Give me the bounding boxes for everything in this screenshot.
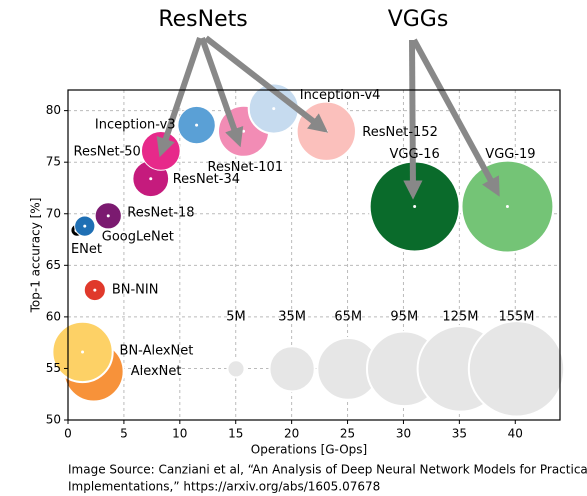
y-tick-label: 70 (46, 206, 61, 220)
x-tick-label: 40 (508, 427, 523, 441)
bubble-center (81, 350, 85, 354)
size-legend-bubble (467, 320, 566, 418)
size-legend-bubble (226, 359, 246, 379)
bubble-center (272, 107, 276, 111)
x-tick-label: 35 (452, 427, 467, 441)
bubble-center (505, 205, 509, 209)
size-legend-label: 125M (442, 310, 478, 325)
point-label: VGG-19 (485, 147, 535, 162)
bubble-center (149, 177, 153, 181)
source-line: Image Source: Canziani et al, “An Analys… (68, 463, 587, 477)
bubble-center (106, 214, 110, 218)
size-legend-bubble (268, 345, 316, 393)
source-line: Implementations,” https://arxiv.org/abs/… (68, 480, 380, 494)
point-label: ResNet-50 (74, 144, 141, 159)
point-label: GoogLeNet (102, 230, 174, 245)
x-tick-label: 10 (172, 427, 187, 441)
y-tick-label: 75 (46, 155, 61, 169)
point-label: ResNet-101 (208, 160, 284, 175)
y-axis-label: Top-1 accuracy [%] (29, 198, 43, 314)
x-tick-label: 5 (120, 427, 128, 441)
bubble-center (413, 205, 417, 209)
annotation-arrows (156, 35, 500, 200)
point-label: Inception-v4 (300, 88, 381, 103)
y-tick-label: 65 (46, 258, 61, 272)
plot-frame (67, 89, 561, 421)
point-label: ENet (71, 242, 102, 257)
x-tick-label: 20 (284, 427, 299, 441)
point-label: BN-NIN (112, 283, 159, 298)
x-axis-label: Operations [G-Ops] (251, 443, 367, 457)
size-legend-label: 155M (498, 310, 534, 325)
size-legend-label: 95M (390, 310, 418, 325)
point-label: Inception-v3 (95, 118, 176, 133)
x-tick-label: 0 (64, 427, 72, 441)
x-tick-label: 15 (228, 427, 243, 441)
bubble-center (83, 224, 87, 228)
point-label: ResNet-152 (362, 125, 438, 140)
y-tick-label: 80 (46, 103, 61, 117)
point-label: ResNet-18 (127, 205, 194, 220)
bubble-center (195, 123, 199, 127)
y-tick-label: 55 (46, 361, 61, 375)
point-label: AlexNet (131, 364, 182, 379)
annotation: ResNets (158, 7, 247, 32)
size-legend-label: 35M (278, 310, 306, 325)
size-legend-label: 5M (226, 310, 246, 325)
bubble-center (324, 129, 328, 133)
annotation: VGGs (388, 7, 449, 32)
y-tick-label: 60 (46, 309, 61, 323)
bubble-center (93, 288, 97, 292)
x-tick-label: 25 (340, 427, 355, 441)
point-label: BN-AlexNet (120, 343, 194, 358)
point-label: VGG-16 (389, 147, 439, 162)
size-legend-label: 65M (334, 310, 362, 325)
x-tick-label: 30 (396, 427, 411, 441)
bubble-center (242, 129, 246, 133)
point-label: ResNet-34 (173, 172, 240, 187)
y-tick-label: 50 (46, 413, 61, 427)
